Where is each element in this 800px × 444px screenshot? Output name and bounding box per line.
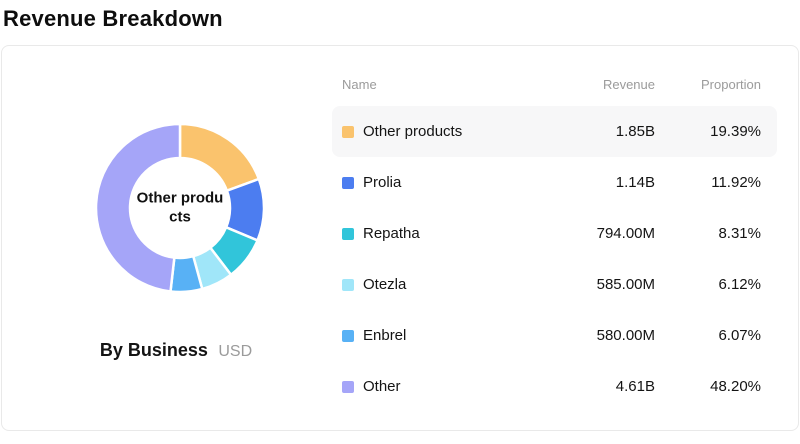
chart-pane: Other products By Business USD <box>2 46 332 430</box>
series-color-swatch <box>342 125 354 138</box>
revenue-breakdown-card: Other products By Business USD Name Reve… <box>1 45 799 431</box>
series-color-swatch <box>342 380 354 393</box>
series-revenue: 585.00M <box>596 276 655 293</box>
series-name: Other <box>363 378 401 395</box>
donut-chart[interactable]: Other products <box>94 122 266 294</box>
series-proportion: 11.92% <box>711 174 761 191</box>
series-proportion: 19.39% <box>710 123 761 140</box>
series-color-swatch <box>342 329 354 342</box>
series-color-swatch <box>342 176 354 189</box>
donut-svg <box>94 122 266 294</box>
table-row[interactable]: Other 4.61B 48.20% <box>332 361 777 412</box>
page-title: Revenue Breakdown <box>3 6 223 31</box>
series-revenue: 1.85B <box>615 123 655 140</box>
series-name: Repatha <box>363 225 420 242</box>
series-name: Prolia <box>363 174 402 191</box>
table-row[interactable]: Prolia 1.14B 11.92% <box>332 157 777 208</box>
table-row[interactable]: Other products 1.85B 19.39% <box>332 106 777 157</box>
series-proportion: 8.31% <box>718 225 761 242</box>
series-name: Other products <box>363 123 463 140</box>
series-revenue: 580.00M <box>596 327 655 344</box>
series-name-cell: Other <box>342 378 545 395</box>
series-proportion: 48.20% <box>710 378 761 395</box>
table-header-row: Name Revenue Proportion <box>332 74 777 94</box>
series-name-cell: Enbrel <box>342 327 545 344</box>
legend-table: Name Revenue Proportion Other products 1… <box>332 46 798 430</box>
series-name-cell: Otezla <box>342 276 545 293</box>
series-color-swatch <box>342 278 354 291</box>
table-body: Other products 1.85B 19.39% Prolia 1.14B… <box>332 106 777 412</box>
series-name: Otezla <box>363 276 407 293</box>
series-proportion: 6.07% <box>718 327 761 344</box>
series-name-cell: Repatha <box>342 225 545 242</box>
series-name-cell: Prolia <box>342 174 545 191</box>
series-revenue: 1.14B <box>615 174 655 191</box>
header-proportion: Proportion <box>701 76 761 92</box>
table-row[interactable]: Enbrel 580.00M 6.07% <box>332 310 777 361</box>
donut-segment[interactable] <box>94 122 182 293</box>
donut-segment[interactable] <box>178 122 261 192</box>
table-row[interactable]: Otezla 585.00M 6.12% <box>332 259 777 310</box>
donut-center-label: Other products <box>136 189 224 225</box>
series-color-swatch <box>342 227 354 240</box>
chart-unit-label: USD <box>218 343 253 360</box>
series-revenue: 794.00M <box>596 225 655 242</box>
header-name: Name <box>342 76 377 92</box>
series-name: Enbrel <box>363 327 407 344</box>
series-name-cell: Other products <box>342 123 545 140</box>
table-row[interactable]: Repatha 794.00M 8.31% <box>332 208 777 259</box>
series-proportion: 6.12% <box>718 276 761 293</box>
series-revenue: 4.61B <box>615 378 655 395</box>
chart-footer: By Business USD <box>2 340 332 361</box>
header-revenue: Revenue <box>602 76 655 92</box>
chart-title: By Business <box>99 340 208 360</box>
